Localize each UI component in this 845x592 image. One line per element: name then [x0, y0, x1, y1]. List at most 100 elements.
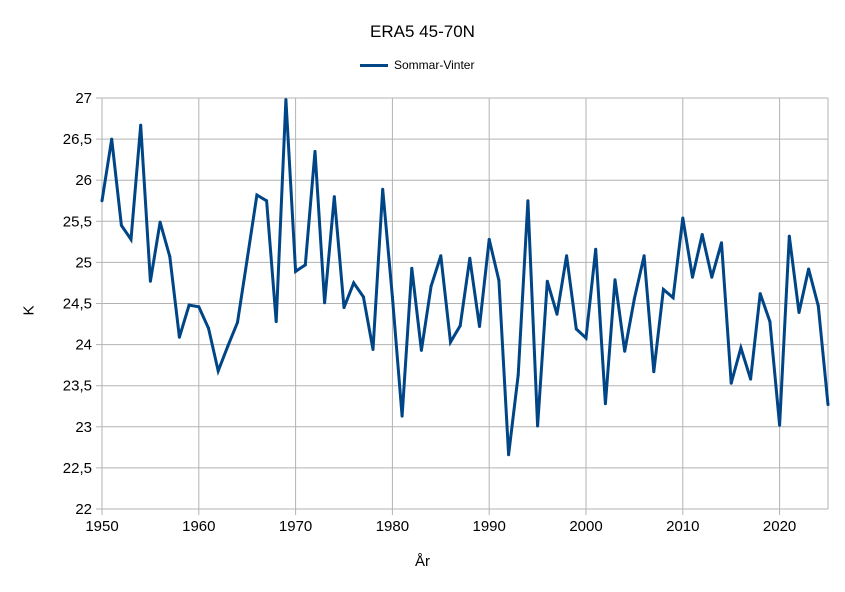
data-point — [352, 281, 356, 285]
data-point — [545, 279, 549, 283]
data-point — [381, 187, 385, 191]
data-point — [565, 254, 569, 258]
x-tick-label: 1970 — [279, 518, 312, 535]
data-point — [642, 254, 646, 258]
data-point — [594, 247, 598, 251]
data-point — [390, 295, 394, 299]
data-point — [119, 223, 123, 227]
data-point — [400, 414, 404, 418]
data-point — [623, 349, 627, 353]
data-point — [487, 237, 491, 241]
legend: Sommar-Vinter — [360, 58, 474, 72]
x-tick-label: 2010 — [666, 518, 699, 535]
data-point — [826, 403, 830, 407]
data-point — [274, 320, 278, 324]
data-point — [236, 320, 239, 324]
data-point — [787, 234, 791, 238]
data-point — [555, 312, 559, 316]
data-point — [516, 373, 520, 377]
data-point — [749, 377, 753, 381]
series-layer — [100, 98, 830, 457]
data-point — [323, 301, 327, 305]
data-point — [158, 220, 162, 224]
data-point — [681, 216, 685, 220]
data-point — [342, 306, 346, 310]
y-tick-label: 27 — [75, 90, 92, 107]
data-point — [536, 424, 540, 428]
x-tick-label: 2000 — [569, 518, 602, 535]
data-point — [632, 297, 636, 301]
y-tick-label: 22 — [75, 501, 92, 518]
data-point — [313, 149, 317, 153]
data-point — [710, 275, 714, 279]
data-point — [468, 256, 472, 260]
legend-swatch — [360, 63, 388, 67]
data-point — [526, 199, 530, 203]
data-point — [584, 336, 588, 340]
y-tick-label: 24 — [75, 337, 92, 354]
data-point — [478, 325, 481, 328]
data-point — [720, 241, 723, 245]
data-point — [216, 369, 220, 373]
x-axis-label: År — [415, 553, 430, 570]
series-line — [100, 99, 830, 455]
x-tick-label: 1990 — [473, 518, 506, 535]
data-point — [807, 267, 811, 271]
data-point — [294, 269, 298, 273]
chart-title: ERA5 45-70N — [370, 22, 475, 41]
data-point — [652, 370, 656, 374]
data-point — [361, 295, 365, 299]
x-tick-label: 1950 — [85, 518, 118, 535]
data-point — [768, 320, 772, 324]
data-point — [497, 279, 501, 282]
data-point — [207, 326, 210, 330]
data-point — [816, 304, 820, 308]
data-point — [100, 199, 104, 203]
y-tick-label: 23,5 — [63, 378, 92, 395]
data-point — [371, 348, 375, 351]
data-point — [303, 263, 307, 267]
x-tick-label: 1960 — [182, 518, 215, 535]
y-tick-label: 23 — [75, 419, 92, 436]
data-point — [729, 381, 733, 385]
data-point — [255, 193, 259, 197]
data-point — [661, 288, 665, 291]
data-point — [197, 305, 201, 309]
y-tick-label: 25 — [75, 254, 92, 271]
legend-label: Sommar-Vinter — [394, 58, 475, 72]
y-tick-label: 22,5 — [63, 460, 92, 477]
data-point — [778, 423, 782, 427]
data-point — [797, 311, 801, 314]
data-point — [429, 284, 433, 288]
data-point — [419, 348, 423, 352]
x-tick-label: 2020 — [763, 518, 796, 535]
data-point — [739, 346, 743, 350]
data-point — [148, 279, 152, 283]
tick-labels: 22 22,5 23 23,5 24 24,5 25 25,5 26 26,5 27 1950 1960… — [63, 90, 796, 535]
y-tick-label: 25,5 — [63, 213, 92, 230]
data-point — [177, 335, 181, 339]
data-point — [332, 195, 336, 199]
y-tick-label: 26 — [75, 172, 92, 189]
data-point — [449, 340, 452, 344]
data-point — [139, 123, 143, 127]
y-tick-label: 26,5 — [63, 131, 92, 148]
data-point — [507, 453, 511, 457]
data-point — [758, 292, 762, 296]
data-point — [284, 98, 288, 102]
data-point — [458, 324, 462, 328]
data-point — [603, 402, 607, 406]
x-tick-label: 1980 — [376, 518, 409, 535]
data-point — [265, 199, 269, 203]
data-point — [245, 257, 249, 261]
data-point — [691, 275, 694, 279]
data-point — [439, 254, 443, 258]
data-point — [574, 327, 578, 331]
data-point — [226, 344, 230, 348]
data-point — [700, 233, 704, 236]
data-point — [410, 266, 414, 270]
data-point — [110, 137, 114, 141]
data-point — [187, 303, 191, 307]
data-point — [671, 296, 675, 300]
